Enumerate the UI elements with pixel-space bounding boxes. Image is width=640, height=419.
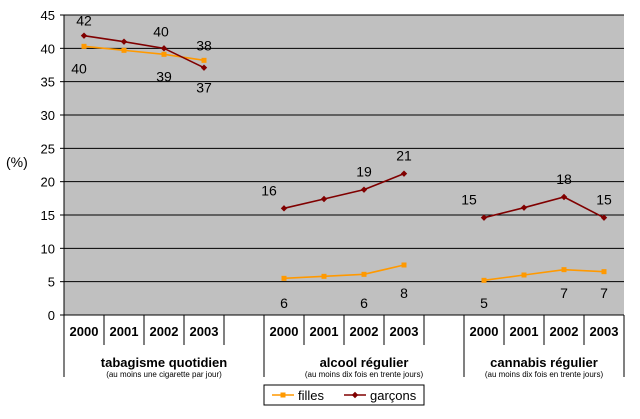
x-tick-label: 2001 [110,324,139,339]
data-label-filles: 7 [560,285,568,301]
data-label-garcons: 15 [596,192,612,208]
data-label-garcons: 37 [196,80,212,96]
legend-label: garçons [370,388,417,403]
y-axis-label: (%) [6,154,28,170]
data-label-filles: 5 [480,295,488,311]
x-tick-label: 2001 [310,324,339,339]
data-point-garcons [80,32,88,39]
x-tick-label: 2003 [590,324,619,339]
data-point-filles [481,277,487,283]
y-tick-label: 25 [41,141,55,156]
data-point-garcons [160,45,168,52]
series-line-garcons [483,196,605,219]
y-tick-label: 30 [41,108,55,123]
data-point-filles [81,43,87,49]
legend-marker-diamond [351,391,359,399]
data-label-garcons: 40 [153,23,169,39]
legend-marker-square [280,392,286,398]
data-point-garcons [400,170,408,177]
series-line-filles [283,264,405,280]
x-tick-label: 2000 [70,324,99,339]
data-point-filles [401,262,407,268]
group-sublabel: (au moins dix fois en trente jours) [305,370,424,379]
x-tick-label: 2000 [470,324,499,339]
data-label-garcons: 42 [76,13,92,29]
group-sublabel: (au moins dix fois en trente jours) [485,370,604,379]
data-point-garcons [600,214,608,221]
y-tick-label: 45 [41,8,55,23]
y-tick-label: 10 [41,241,55,256]
x-tick-label: 2001 [510,324,539,339]
data-point-filles [521,272,527,278]
x-tick-label: 2003 [390,324,419,339]
gridlines [64,14,624,316]
plot-area [64,15,624,315]
group-label: cannabis régulier [490,355,598,370]
series-layer [80,32,608,283]
data-label-filles: 7 [600,285,608,301]
y-axis: 0 5 10 15 20 25 30 35 40 45 [41,8,65,323]
data-label-filles: 40 [71,60,87,76]
data-label-garcons: 21 [396,148,412,164]
series-line-garcons [83,34,205,69]
data-label-filles: 8 [400,285,408,301]
group-label: alcool régulier [320,355,409,370]
series-line-garcons [283,172,405,210]
data-label-filles: 39 [156,68,172,84]
data-label-garcons: 18 [556,171,572,187]
data-point-filles [281,275,287,281]
data-point-garcons [360,186,368,193]
legend-label: filles [298,388,325,403]
group-label: tabagisme quotidien [101,355,227,370]
y-tick-label: 0 [48,308,55,323]
data-point-garcons [280,205,288,212]
data-point-filles [321,273,327,279]
data-point-garcons [320,195,328,203]
data-point-filles [121,47,127,53]
y-tick-label: 5 [48,275,55,290]
y-tick-label: 35 [41,75,55,90]
y-tick-label: 20 [41,175,55,190]
data-point-garcons [200,64,208,71]
data-point-filles [561,267,567,273]
data-label-garcons: 15 [461,192,477,208]
data-point-garcons [120,38,128,45]
data-point-filles [201,57,207,63]
data-label-filles: 6 [280,295,288,311]
x-tick-label: 2002 [350,324,379,339]
x-tick-label: 2002 [550,324,579,339]
data-point-filles [601,269,607,275]
data-label-filles: 38 [196,37,212,53]
x-tick-label: 2000 [270,324,299,339]
data-point-filles [161,51,167,57]
data-labels: 42 40 37 40 39 38 16 19 21 6 6 8 15 18 15 5 7 7 [71,13,612,311]
x-tick-label: 2002 [150,324,179,339]
y-tick-label: 40 [41,41,55,56]
data-label-filles: 6 [360,295,368,311]
data-point-garcons [480,214,488,221]
legend: filles garçons [263,384,425,406]
x-tick-label: 2003 [190,324,219,339]
data-point-garcons [520,204,528,211]
series-line-filles [483,268,605,282]
data-label-garcons: 16 [261,182,277,198]
data-point-garcons [560,193,568,201]
data-point-filles [361,271,367,277]
group-sublabel: (au moins une cigarette par jour) [106,370,222,379]
data-label-garcons: 19 [356,164,372,180]
y-tick-label: 15 [41,208,55,223]
